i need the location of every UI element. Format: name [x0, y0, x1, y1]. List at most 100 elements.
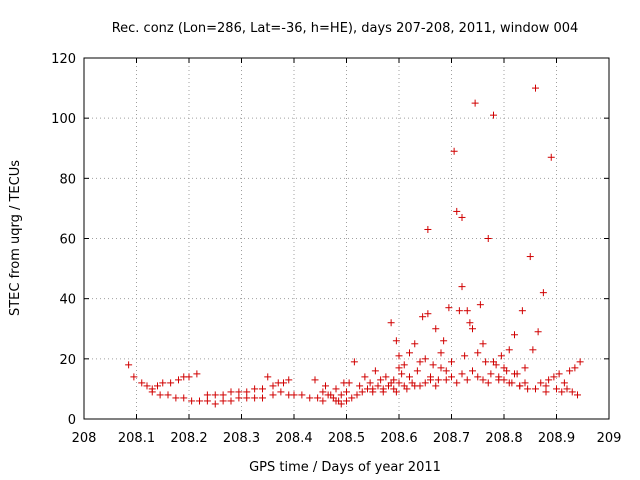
data-point	[421, 379, 429, 387]
data-point	[469, 325, 476, 333]
data-point	[395, 364, 403, 372]
data-point	[382, 373, 390, 381]
x-tick-label: 209	[597, 431, 622, 446]
data-point	[545, 376, 553, 384]
data-point	[547, 153, 555, 161]
data-point	[511, 370, 518, 378]
data-point	[442, 376, 450, 384]
data-point	[458, 213, 466, 221]
data-point	[505, 346, 513, 354]
data-point	[558, 388, 566, 396]
data-point	[568, 388, 576, 396]
data-point	[566, 367, 574, 375]
data-point	[332, 385, 340, 393]
data-point	[377, 376, 385, 384]
data-point	[374, 382, 382, 390]
data-point	[332, 397, 340, 405]
y-tick-label: 80	[59, 172, 76, 187]
data-point	[319, 397, 327, 405]
axis-ticks: 208 208.1 208.2 208.3 208.4 208.5 208.6 208.7 20…	[51, 52, 621, 446]
data-point	[553, 385, 560, 393]
x-tick-label: 208.5	[328, 431, 365, 446]
data-point	[280, 379, 287, 387]
data-point	[164, 391, 172, 399]
data-point	[490, 111, 497, 119]
data-point	[371, 367, 379, 375]
data-point	[337, 391, 345, 399]
data-point	[479, 376, 487, 384]
data-point	[516, 382, 524, 390]
data-point	[406, 373, 413, 381]
data-point	[358, 388, 366, 396]
data-point	[432, 325, 440, 333]
x-axis-label: GPS time / Days of year 2011	[249, 460, 441, 475]
data-point	[406, 349, 413, 357]
data-point	[442, 367, 450, 375]
data-point	[526, 253, 534, 261]
data-point	[193, 370, 201, 378]
data-point	[521, 379, 529, 387]
data-point	[400, 382, 408, 390]
data-point	[482, 358, 490, 366]
y-axis-label: STEC from uqrg / TECUs	[8, 160, 23, 316]
data-point	[476, 301, 484, 309]
data-point	[227, 397, 235, 405]
data-point	[185, 373, 193, 381]
data-point	[434, 376, 442, 384]
data-point	[458, 370, 466, 378]
data-point	[306, 394, 314, 402]
data-point	[159, 379, 167, 387]
x-tick-label: 208.7	[433, 431, 470, 446]
data-point	[574, 391, 581, 399]
data-point	[327, 391, 335, 399]
data-point	[471, 99, 479, 107]
data-point	[314, 394, 322, 402]
data-point	[440, 337, 448, 345]
data-point	[539, 289, 547, 297]
data-point	[343, 388, 350, 396]
data-point	[395, 352, 403, 360]
data-point	[251, 394, 259, 402]
data-point	[353, 391, 361, 399]
data-point	[203, 397, 211, 405]
data-point	[448, 358, 455, 366]
data-point	[537, 379, 545, 387]
data-point	[322, 382, 329, 390]
data-point	[518, 307, 526, 315]
x-tick-label: 208.9	[538, 431, 575, 446]
data-point	[413, 367, 421, 375]
data-point	[311, 376, 319, 384]
data-point	[379, 388, 387, 396]
data-point	[143, 382, 151, 390]
data-point	[576, 358, 584, 366]
data-point	[555, 370, 563, 378]
data-point	[560, 379, 568, 387]
data-point	[188, 397, 196, 405]
data-point	[466, 319, 474, 327]
data-point	[390, 376, 398, 384]
data-point	[484, 235, 492, 242]
data-point	[429, 361, 437, 369]
data-point	[463, 307, 471, 315]
data-point	[424, 310, 432, 318]
x-tick-label: 208.4	[275, 431, 312, 446]
data-point	[437, 364, 445, 372]
data-point	[138, 379, 146, 387]
data-point	[469, 367, 476, 375]
data-point	[269, 382, 277, 390]
data-point	[534, 328, 542, 336]
data-points	[125, 84, 584, 408]
data-point	[411, 340, 419, 348]
data-point	[361, 373, 369, 381]
data-point	[542, 388, 550, 396]
data-point	[455, 307, 463, 315]
data-point	[400, 361, 408, 369]
data-point	[437, 349, 445, 357]
data-point	[532, 385, 539, 393]
data-point	[298, 391, 306, 399]
data-point	[479, 340, 487, 348]
x-tick-label: 208.8	[485, 431, 522, 446]
data-point	[411, 382, 419, 390]
data-point	[445, 304, 453, 312]
